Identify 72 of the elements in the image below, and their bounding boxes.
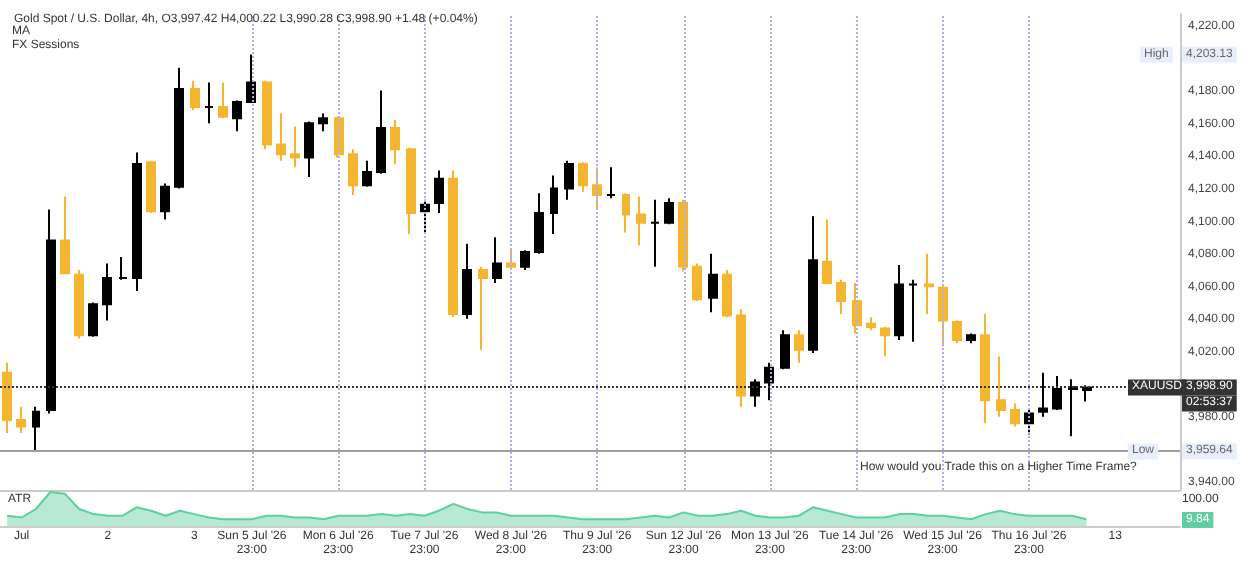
candlestick — [132, 151, 142, 293]
candlestick — [290, 125, 300, 169]
candlestick — [406, 146, 416, 236]
candlestick — [780, 329, 790, 371]
candlestick — [74, 268, 84, 340]
candlestick — [880, 325, 890, 358]
candlestick — [794, 329, 804, 364]
candlestick — [822, 218, 832, 284]
candlestick — [924, 252, 934, 315]
candlestick — [462, 242, 472, 320]
candlestick — [550, 174, 558, 236]
candlestick — [636, 195, 646, 247]
candlestick — [118, 255, 128, 281]
candlestick — [146, 159, 156, 214]
candlestick — [434, 169, 444, 214]
candlestick — [578, 161, 588, 193]
candlestick — [736, 308, 746, 408]
candlestick — [750, 378, 760, 408]
candlestick — [650, 198, 660, 268]
candlestick — [1024, 409, 1034, 436]
candlestick — [606, 166, 616, 200]
candlestick — [836, 278, 846, 315]
candlestick — [348, 148, 358, 196]
candlestick — [952, 319, 962, 345]
candlestick — [88, 301, 98, 338]
candlestick — [16, 405, 26, 434]
candlestick — [390, 118, 400, 165]
candlestick — [692, 262, 702, 302]
candlestick — [318, 112, 328, 133]
candlestick — [1038, 371, 1048, 418]
candlestick — [232, 99, 242, 133]
candlestick — [160, 182, 170, 221]
candlestick — [46, 208, 56, 415]
candlestick — [276, 112, 286, 162]
candlestick — [520, 249, 530, 271]
candlestick — [592, 166, 602, 211]
candlestick — [722, 268, 732, 319]
candlestick — [60, 195, 70, 275]
candlestick — [866, 316, 876, 332]
candlestick — [492, 236, 502, 284]
candlestick — [852, 281, 862, 335]
candlestick — [622, 192, 630, 234]
candlestick — [980, 312, 990, 425]
candlestick — [448, 169, 458, 319]
candlestick — [534, 192, 544, 255]
candlestick — [564, 159, 574, 201]
candlestick — [190, 79, 200, 112]
candlestick — [2, 361, 12, 434]
candlestick — [764, 361, 774, 402]
candlestick — [506, 247, 516, 271]
candlestick — [204, 81, 214, 125]
candlestick — [376, 89, 386, 175]
candlestick — [908, 278, 918, 343]
candlestick — [1068, 378, 1078, 438]
candlestick — [304, 120, 314, 179]
candlestick — [102, 262, 112, 322]
candlestick — [664, 197, 674, 226]
candlestick — [894, 264, 904, 342]
candlestick — [1082, 384, 1092, 403]
candlestick — [1052, 374, 1062, 412]
candlestick — [808, 215, 818, 355]
candlestick — [362, 159, 372, 188]
candlestick — [32, 405, 40, 453]
candlestick — [1010, 402, 1020, 428]
candlestick — [708, 252, 718, 314]
candlestick — [174, 66, 184, 190]
candlestick — [996, 355, 1006, 418]
candlestick — [246, 53, 256, 104]
candlestick — [478, 265, 488, 351]
candlestick — [966, 332, 976, 345]
candlestick — [218, 81, 228, 120]
candlestick — [262, 79, 272, 151]
